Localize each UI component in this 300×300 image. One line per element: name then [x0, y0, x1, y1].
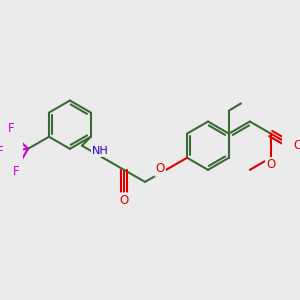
Text: F: F [13, 165, 20, 178]
Text: O: O [266, 158, 275, 171]
Text: F: F [0, 145, 3, 158]
Text: F: F [8, 122, 14, 135]
Text: NH: NH [92, 146, 109, 156]
Text: O: O [293, 139, 300, 152]
Text: O: O [119, 194, 129, 206]
Text: O: O [155, 163, 165, 176]
